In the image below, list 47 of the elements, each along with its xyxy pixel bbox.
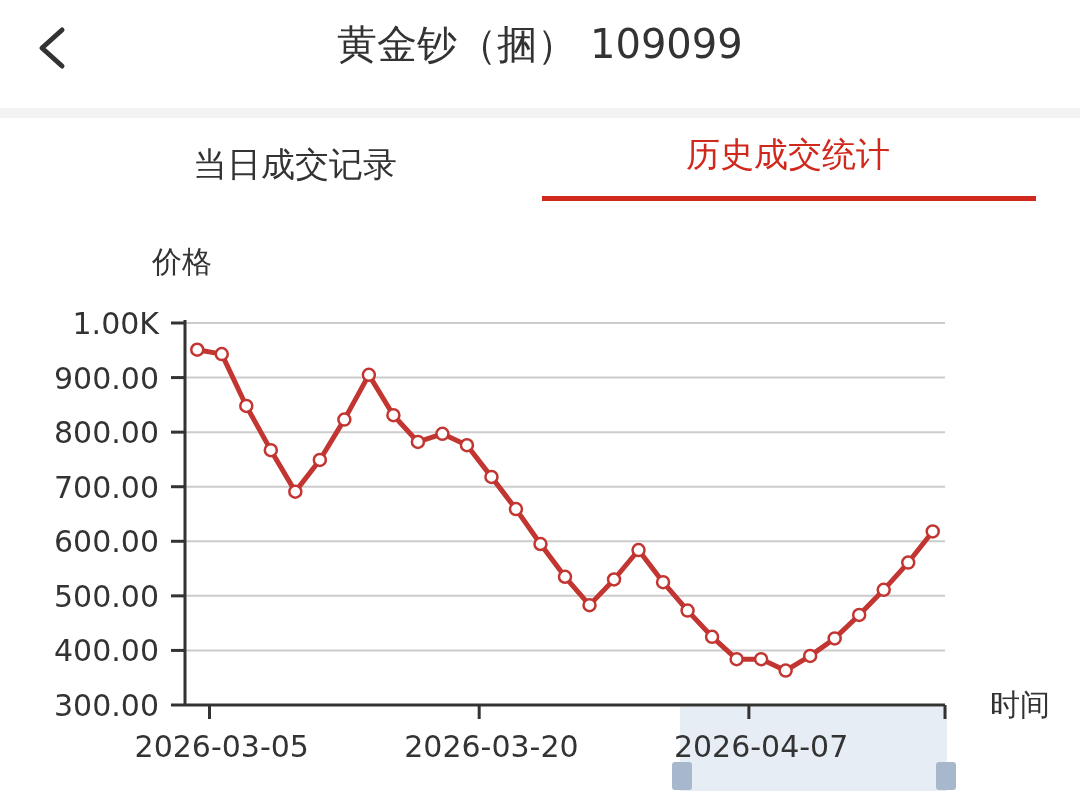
point [190,342,205,357]
point [802,648,818,664]
point [410,434,426,450]
point [312,452,328,468]
point [508,501,524,517]
chart-title: 黄金钞（捆） 109099 [337,21,743,67]
y-tick-label: 900.00 [54,360,159,396]
y-tick-label: 300.00 [54,688,159,723]
point [778,663,793,678]
point [827,631,842,646]
text: 当日成交记录 [193,144,397,184]
point [631,542,646,558]
point [582,597,597,613]
point [876,582,891,598]
point [753,651,769,667]
x-tick-label: 2026-04-07 [673,729,849,764]
point [239,398,254,414]
point [263,442,279,458]
y-tick-label: 400.00 [54,633,159,669]
point [288,484,303,499]
x-tick-label: 2026-03-20 [404,729,579,764]
x-tick-label: 2026-03-05 [134,729,309,764]
point [925,524,940,539]
point [557,569,573,585]
point [484,469,499,485]
point [704,629,720,645]
y-tick-label: 600.00 [54,524,159,560]
point [680,603,695,618]
point [533,536,548,552]
point [386,407,401,423]
y-tick-label: 1.00K [72,306,161,341]
point [606,572,622,587]
y-tick-label: 500.00 [54,578,159,614]
point [655,574,671,590]
point [435,426,450,442]
y-tick-label: 800.00 [54,415,159,451]
point [851,607,867,623]
y-tick-label: 700.00 [54,469,159,505]
y-axis-title: 价格 [151,244,212,279]
point [214,346,230,362]
point [459,437,475,453]
point [729,651,744,667]
x-axis-title: 时间 [990,687,1050,722]
point [900,555,916,570]
text: 历史成交统计 [686,134,890,174]
point [337,412,352,427]
point [361,367,377,383]
